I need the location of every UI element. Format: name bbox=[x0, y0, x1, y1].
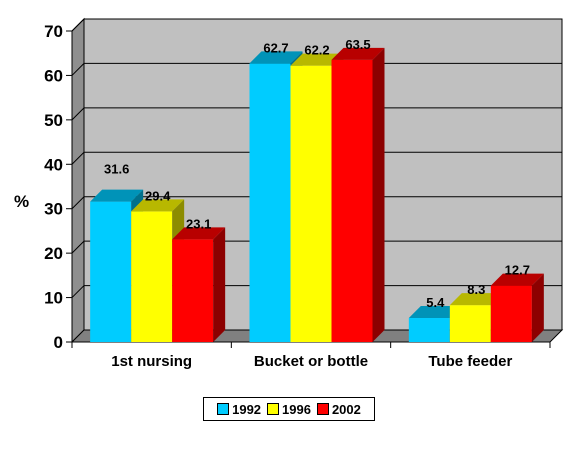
y-tick-label: 10 bbox=[44, 289, 63, 308]
y-tick-label: 0 bbox=[54, 333, 63, 352]
data-label: 23.1 bbox=[186, 216, 211, 231]
y-tick-label: 60 bbox=[44, 66, 63, 85]
data-label: 8.3 bbox=[467, 282, 485, 297]
legend-item-1992: 1992 bbox=[217, 402, 261, 417]
gridline bbox=[71, 196, 562, 210]
legend-swatch bbox=[217, 403, 230, 415]
legend-label: 1992 bbox=[232, 401, 262, 417]
y-axis-label: % bbox=[14, 192, 29, 211]
x-tick-label: 1st nursing bbox=[111, 353, 192, 370]
data-label: 31.6 bbox=[104, 162, 129, 177]
y-tick-label: 70 bbox=[44, 22, 63, 41]
gridline bbox=[71, 240, 562, 254]
bar-2002-2 bbox=[490, 273, 544, 342]
data-label: 12.7 bbox=[505, 263, 530, 278]
data-label: 62.7 bbox=[263, 40, 288, 55]
side-wall bbox=[71, 17, 85, 344]
gridline bbox=[71, 62, 562, 76]
gridline bbox=[71, 151, 562, 165]
legend-swatch bbox=[267, 403, 280, 415]
data-label: 5.4 bbox=[426, 295, 445, 310]
legend-swatch bbox=[316, 403, 329, 415]
gridline bbox=[71, 107, 562, 121]
legend-label: 1996 bbox=[282, 401, 311, 417]
y-tick-label: 50 bbox=[44, 111, 63, 130]
y-tick-label: 40 bbox=[44, 155, 63, 174]
gridline bbox=[71, 18, 562, 32]
gridline bbox=[71, 285, 562, 298]
gridlines bbox=[71, 18, 562, 298]
legend-label: 2002 bbox=[331, 401, 361, 417]
bars bbox=[90, 47, 544, 342]
legend-item-1996: 1996 bbox=[267, 402, 311, 417]
data-label: 29.4 bbox=[145, 188, 171, 203]
x-tick-label: Bucket or bottle bbox=[254, 353, 368, 370]
bar-2002-1 bbox=[331, 47, 385, 342]
data-label: 62.2 bbox=[304, 43, 329, 58]
x-tick-label: Tube feeder bbox=[428, 353, 512, 370]
legend: 1992 1996 2002 bbox=[203, 397, 375, 421]
y-tick-label: 20 bbox=[44, 244, 63, 263]
labels: 31.6 29.4 23.1 1st nursing 62.7 62.2 63.5 Bucke… bbox=[104, 37, 530, 370]
bar-2002-0 bbox=[172, 227, 226, 342]
y-tick-label: 30 bbox=[44, 200, 63, 219]
legend-item-2002: 2002 bbox=[316, 401, 361, 417]
data-label: 63.5 bbox=[345, 37, 370, 52]
